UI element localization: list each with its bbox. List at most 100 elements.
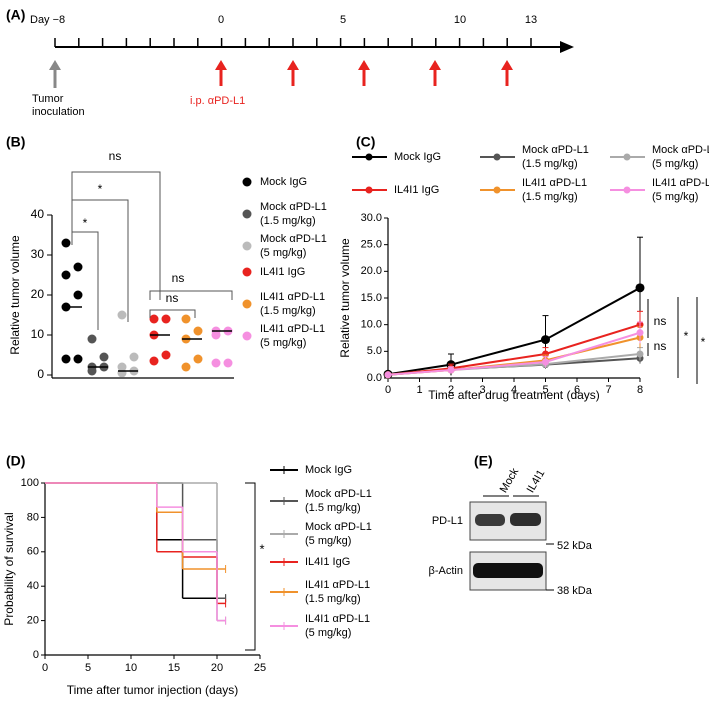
legend-label: Mock αPD-L1 (1.5 mg/kg) — [305, 488, 375, 514]
y-tick-label: 20 — [27, 615, 39, 627]
sig-label: ns — [172, 271, 185, 285]
dot — [211, 358, 221, 368]
dot — [73, 290, 83, 300]
dot — [193, 326, 203, 336]
sig-label: ns — [166, 291, 179, 305]
sig-bracket — [149, 309, 196, 318]
y-axis-title: Relative tumor volume — [338, 238, 352, 358]
dot — [223, 358, 233, 368]
band — [475, 514, 505, 526]
y-tick-label: 30.0 — [361, 212, 382, 224]
legend-label: Mock IgG — [260, 176, 307, 188]
legend-label: Mock αPD-L1 (5 mg/kg) — [305, 521, 375, 547]
dot — [73, 354, 83, 364]
dot — [181, 362, 191, 372]
x-tick-label: 7 — [605, 384, 611, 396]
inoculation-arrowhead — [49, 60, 61, 70]
legend-label: Mock αPD-L1 (5 mg/kg) — [652, 144, 709, 170]
legend-marker — [242, 331, 252, 341]
treatment-arrowhead — [287, 60, 299, 70]
legend-label: IL4I1 IgG — [260, 266, 305, 278]
y-tick-label: 40 — [27, 580, 39, 592]
sig-bracket — [71, 231, 99, 330]
y-tick-label: 0.0 — [367, 372, 382, 384]
y-tick-label: 10 — [31, 327, 45, 341]
dot — [129, 352, 139, 362]
dot — [149, 314, 159, 324]
point — [636, 329, 644, 337]
legend-marker — [242, 299, 252, 309]
band — [473, 563, 543, 578]
point — [542, 350, 549, 358]
legend-marker — [623, 153, 631, 161]
x-tick-label: 10 — [125, 662, 137, 674]
legend-marker — [242, 209, 252, 219]
sig-bracket — [245, 482, 256, 651]
panel-label: (C) — [356, 134, 375, 150]
x-tick-label: 15 — [168, 662, 180, 674]
y-axis-title: Probability of survival — [2, 512, 16, 625]
y-tick-label: 100 — [21, 477, 39, 489]
legend-label: IL4I1 αPD-L1 (1.5 mg/kg) — [260, 291, 328, 317]
timeline-arrowhead — [560, 41, 574, 53]
legend-label: Mock IgG — [305, 464, 352, 476]
panel-label: (A) — [6, 7, 25, 23]
band — [510, 513, 541, 526]
day-label: 0 — [218, 14, 224, 26]
dot — [73, 262, 83, 272]
dot — [117, 368, 127, 378]
y-tick-label: 30 — [31, 247, 45, 261]
legend-label: Mock αPD-L1 (5 mg/kg) — [260, 233, 330, 259]
y-tick-label: 10.0 — [361, 319, 382, 331]
y-tick-label: 40 — [31, 207, 45, 221]
x-tick-label: 2 — [448, 384, 454, 396]
tumor-label: inoculation — [32, 106, 85, 118]
panel-label: (E) — [474, 453, 493, 469]
x-tick-label: 3 — [479, 384, 485, 396]
legend-label: IL4I1 αPD-L1 (5 mg/kg) — [652, 177, 709, 203]
treatment-arrows — [215, 60, 513, 86]
y-tick-label: 60 — [27, 546, 39, 558]
y-tick-label: 20.0 — [361, 265, 382, 277]
sig-label: ns — [109, 149, 122, 163]
x-tick-label: 25 — [254, 662, 266, 674]
legend-label: IL4I1 IgG — [394, 184, 439, 196]
panel-label: (D) — [6, 453, 25, 469]
x-axis-title: Time after tumor injection (days) — [67, 683, 239, 697]
legend-marker — [242, 241, 252, 251]
sig-label: ns — [654, 339, 667, 353]
dot — [149, 356, 159, 366]
sig-label: * — [259, 541, 264, 556]
timeline-ticks — [54, 38, 532, 47]
dot — [117, 310, 127, 320]
dot — [99, 352, 109, 362]
y-axis-title: Relative tumor volume — [8, 235, 22, 355]
dot — [87, 334, 97, 344]
legend-marker — [493, 153, 501, 161]
treatment-arrowhead — [358, 60, 370, 70]
x-tick-label: 5 — [85, 662, 91, 674]
x-tick-label: 6 — [574, 384, 580, 396]
legend-marker — [365, 153, 373, 161]
point — [636, 350, 644, 358]
point — [542, 358, 549, 366]
y-tick-label: 20 — [31, 287, 45, 301]
dot — [161, 350, 171, 360]
point — [635, 283, 645, 293]
legend-marker — [242, 177, 252, 187]
marker-label: 38 kDa — [557, 585, 593, 597]
sig-bracket — [149, 290, 233, 300]
y-tick-label: 0 — [33, 649, 39, 661]
treatment-label: i.p. αPD-L1 — [190, 95, 245, 107]
legend-label: IL4I1 IgG — [305, 556, 350, 568]
y-tick-label: 0 — [37, 367, 44, 381]
panel-label: (B) — [6, 134, 25, 150]
point — [384, 371, 392, 379]
legend-label: Mock αPD-L1 (1.5 mg/kg) — [260, 201, 330, 227]
treatment-arrowhead — [501, 60, 513, 70]
y-tick-label: 25.0 — [361, 239, 382, 251]
marker-label: 52 kDa — [557, 540, 593, 552]
legend-label: IL4I1 αPD-L1 (5 mg/kg) — [260, 323, 328, 349]
